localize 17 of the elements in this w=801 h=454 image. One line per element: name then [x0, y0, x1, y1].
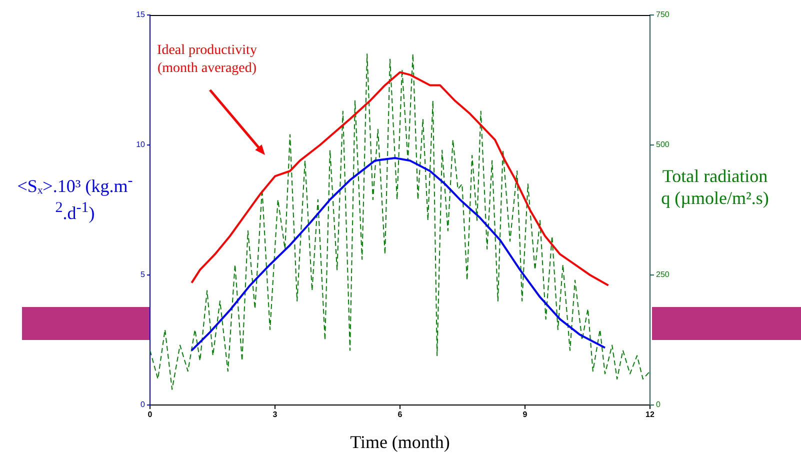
x-tick-label: 9	[522, 410, 528, 420]
y2-tick-label: 0	[656, 400, 661, 410]
x-tick-label: 0	[148, 410, 153, 420]
y-tick-label: 15	[136, 10, 146, 20]
annotation: Ideal productivity (month averaged)	[156, 42, 258, 78]
x-tick-label: 6	[398, 410, 403, 420]
x-axis-title: Time (month)	[350, 432, 450, 452]
y-tick-label: 5	[140, 270, 146, 280]
y2-tick-label: 750	[656, 10, 670, 20]
x-tick-label: 12	[646, 410, 655, 420]
y-tick-label: 0	[140, 400, 146, 410]
y-tick-label: 10	[136, 140, 146, 150]
y2-tick-label: 500	[656, 140, 670, 150]
text: <Sₓ>.10³ (kg.m$^{-}$$^{2}$.d$^{-1}$)	[17, 173, 133, 223]
y2-axis-title: Total radiation q (µmole/m².s)	[660, 165, 770, 209]
y2-tick-label: 250	[656, 270, 670, 280]
x-tick-label: 3	[272, 410, 278, 420]
